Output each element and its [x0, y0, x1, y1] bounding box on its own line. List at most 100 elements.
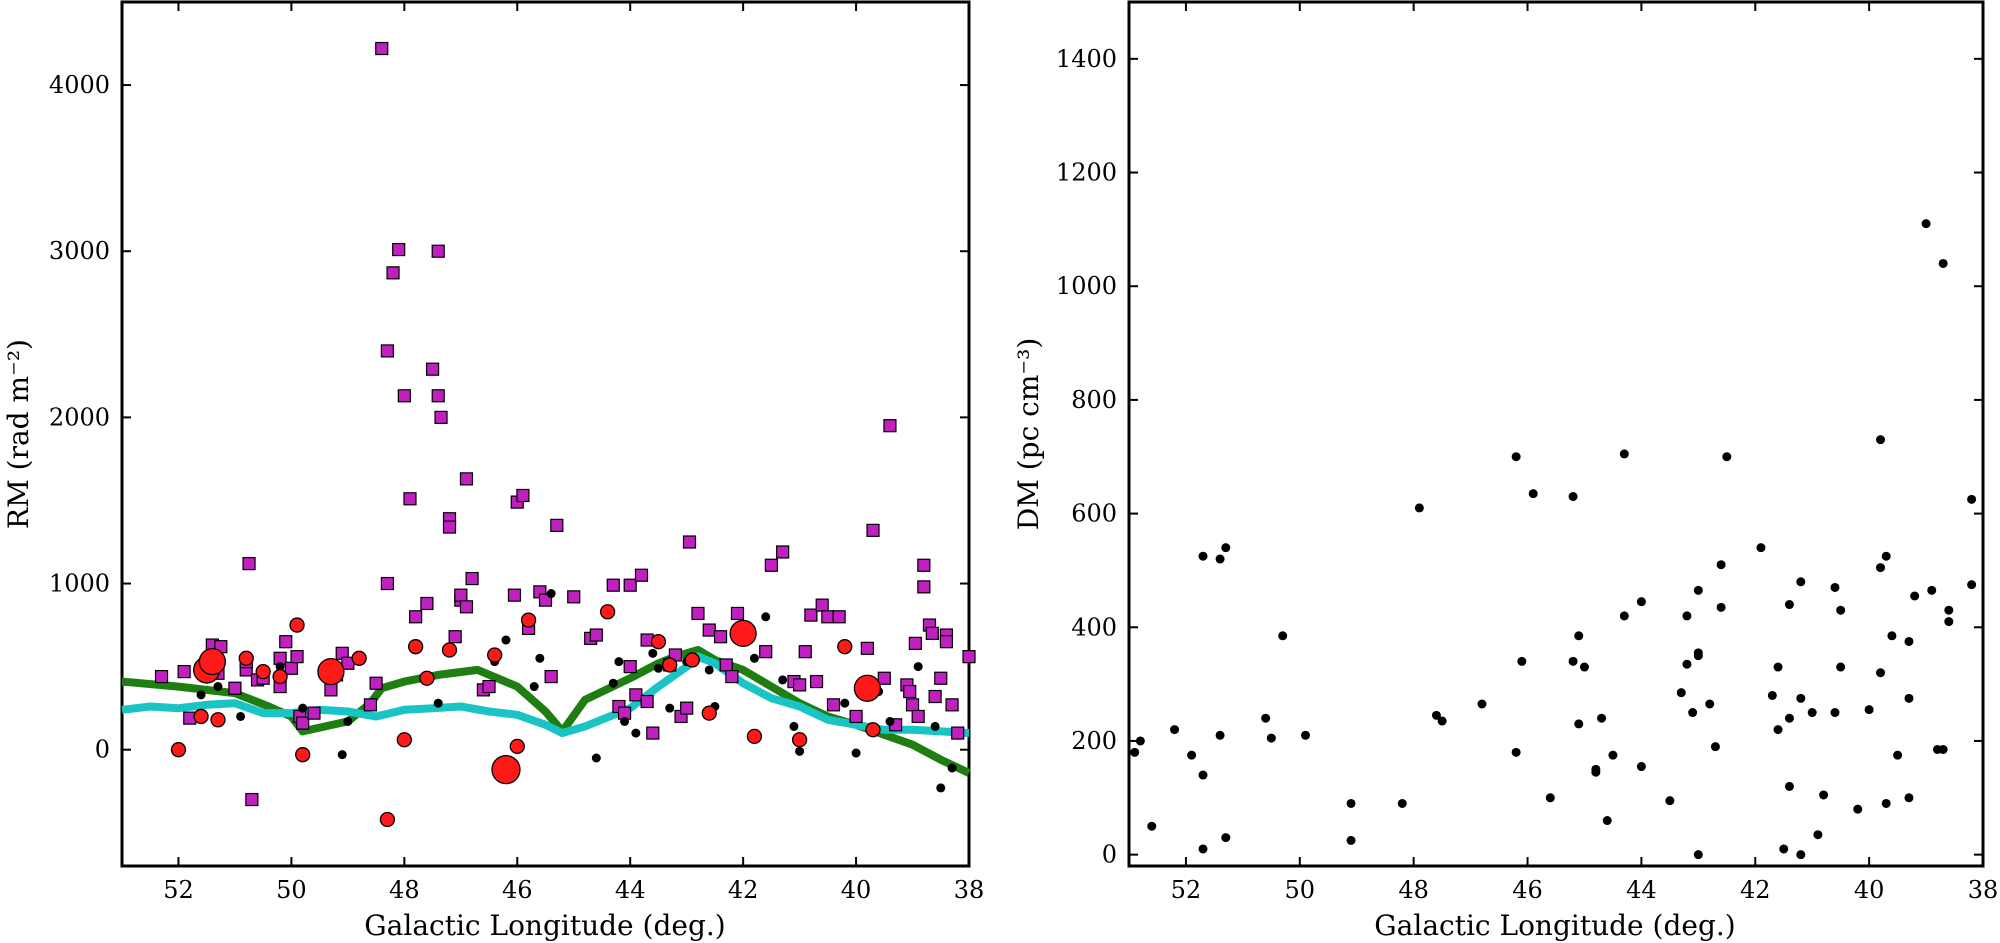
rm-circle-point	[272, 668, 288, 685]
rm-circle-point	[487, 647, 503, 663]
rm-square-point	[538, 593, 553, 607]
rm-square-point	[177, 664, 191, 679]
dm-plot-frame	[1127, 0, 1985, 868]
dm-dot-point	[1784, 781, 1794, 791]
rm-dot-point	[343, 716, 353, 726]
rm-square-point	[939, 635, 954, 649]
rm-model-lines	[121, 646, 971, 777]
rm-dot-point	[704, 665, 714, 675]
dm-dot-point	[1716, 560, 1726, 570]
rm-square-point	[623, 578, 637, 592]
rm-x-tick-label: 52	[163, 876, 194, 904]
dm-dot-point	[1187, 750, 1197, 760]
rm-square-point	[403, 492, 417, 506]
rm-square-point	[442, 520, 457, 534]
rm-circle-point	[791, 732, 808, 748]
dm-dot-point	[1876, 435, 1886, 445]
rm-dot-point	[631, 728, 641, 738]
rm-y-tick-label: 0	[95, 736, 110, 764]
rm-square-point	[307, 706, 321, 720]
dm-x-tick-label: 44	[1626, 876, 1657, 904]
rm-square-point	[507, 588, 522, 602]
dm-dot-point	[1511, 747, 1521, 757]
rm-square-point	[459, 600, 474, 614]
dm-dot-point	[1517, 656, 1527, 666]
dm-y-axis-label: DM (pc cm⁻³)	[1012, 338, 1045, 531]
rm-square-point	[363, 698, 378, 712]
dm-dot-point	[1796, 693, 1806, 703]
dm-y-tick-label: 400	[1071, 613, 1117, 641]
dm-dot-point	[1511, 452, 1521, 462]
rm-square-point	[903, 684, 917, 699]
dm-dot-point	[1346, 798, 1356, 808]
dm-dot-point	[1431, 710, 1441, 720]
rm-square-point	[448, 630, 462, 644]
dm-dot-point	[1198, 844, 1208, 854]
rm-dot-point	[947, 763, 957, 773]
rm-x-tick-label: 50	[276, 876, 307, 904]
dm-dot-point	[1853, 804, 1863, 814]
rm-circle-point	[701, 705, 717, 721]
rm-square-point	[482, 679, 496, 694]
dm-dot-point	[1864, 705, 1874, 715]
dm-x-tick-label: 46	[1512, 876, 1543, 904]
rm-dot-point	[665, 703, 675, 713]
dm-dot-point	[1688, 708, 1698, 718]
rm-dot-point	[196, 690, 206, 700]
rm-square-point	[725, 669, 739, 684]
rm-square-point	[589, 628, 603, 642]
rm-square-point	[296, 716, 310, 730]
dm-dot-point	[1779, 844, 1789, 854]
rm-square-point	[425, 362, 440, 376]
dm-dot-point	[1437, 716, 1447, 726]
dm-dot-point	[1784, 600, 1794, 610]
rm-circle-point	[407, 639, 424, 655]
rm-x-axis-label: Galactic Longitude (deg.)	[364, 909, 725, 942]
rm-square-point	[798, 645, 812, 659]
dm-dot-point	[1796, 850, 1806, 860]
dm-x-tick-label: 50	[1285, 876, 1316, 904]
rm-dot-point	[936, 783, 946, 793]
rm-square-point	[826, 698, 841, 712]
rm-circle-point	[419, 670, 435, 686]
dm-dot-point	[1693, 585, 1703, 595]
rm-square-point	[544, 669, 558, 684]
dm-dot-point	[1261, 713, 1271, 723]
dm-dot-point	[1807, 708, 1817, 718]
dm-dot-point	[1876, 563, 1886, 573]
rm-square-point	[860, 641, 874, 655]
rm-y-tick-label: 3000	[49, 237, 110, 265]
rm-square-point	[877, 671, 891, 685]
rm-square-point	[928, 689, 942, 704]
rm-square-point	[934, 671, 948, 685]
rm-square-point	[905, 698, 920, 712]
rm-circle-point	[210, 712, 226, 728]
rm-dot-point	[614, 657, 624, 667]
dm-dot-point	[1927, 585, 1937, 595]
dm-dot-point	[1705, 699, 1715, 709]
rm-circle-point	[441, 642, 458, 658]
rm-circle-point	[379, 811, 396, 828]
rm-square-point	[434, 410, 448, 424]
dm-dot-point	[1636, 597, 1646, 607]
rm-data-points	[154, 41, 976, 828]
rm-square-point	[640, 694, 654, 709]
rm-square-point	[866, 523, 880, 537]
dm-dot-point	[1198, 551, 1208, 561]
rm-square-point	[279, 635, 293, 649]
rm-dot-point	[337, 750, 347, 760]
rm-square-point	[764, 558, 778, 572]
dm-dot-point	[1830, 708, 1840, 718]
dm-x-tick-label: 42	[1740, 876, 1771, 904]
rm-square-point	[730, 606, 745, 621]
dm-dot-point	[1676, 688, 1686, 698]
rm-y-axis-label: RM (rad m⁻²)	[2, 339, 35, 529]
dm-dot-point	[1716, 602, 1726, 612]
rm-y-tick-label: 4000	[49, 71, 110, 99]
rm-square-point	[646, 726, 660, 740]
dm-dot-point	[1893, 750, 1903, 760]
dm-dot-point	[1682, 611, 1692, 621]
dm-dot-point	[1130, 747, 1140, 757]
rm-square-point	[815, 598, 829, 612]
dm-dot-point	[1767, 690, 1777, 700]
